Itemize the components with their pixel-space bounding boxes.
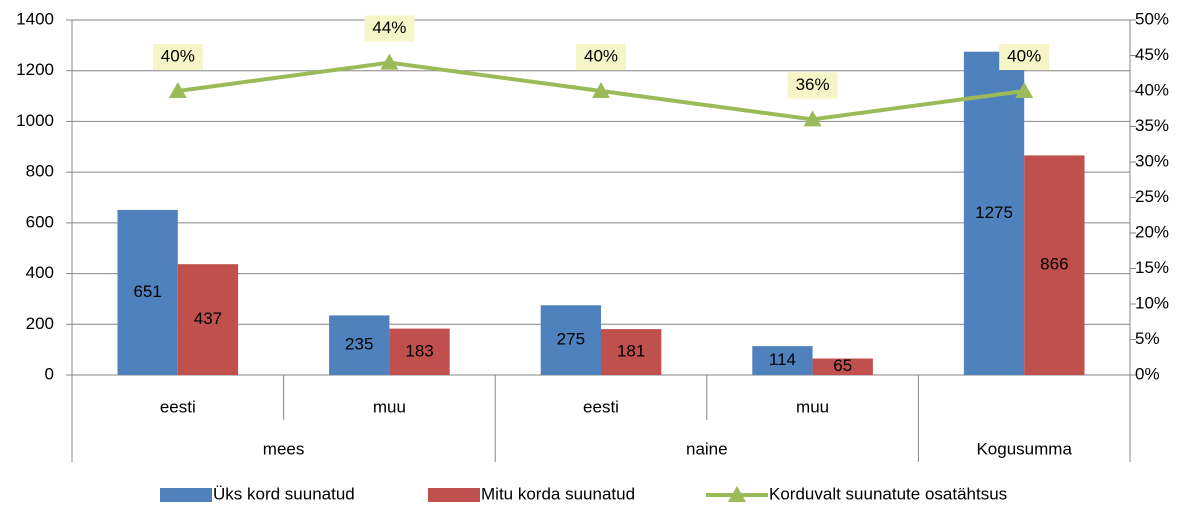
bar (752, 346, 813, 375)
y2-tick-label: 20% (1135, 222, 1169, 241)
bar-label: 114 (769, 350, 796, 369)
y2-tick-label: 50% (1135, 9, 1169, 28)
bar-label: 275 (557, 330, 585, 349)
y-tick-label: 800 (26, 162, 54, 181)
y2-tick-label: 40% (1135, 80, 1169, 99)
bar (117, 209, 178, 375)
legend-label: Mitu korda suunatud (481, 484, 635, 503)
y-tick-label: 200 (26, 314, 54, 333)
legend-swatch (428, 488, 480, 502)
data-label-bg (576, 44, 626, 70)
y2-tick-label: 0% (1135, 364, 1160, 383)
bar-label: 651 (133, 282, 161, 301)
bar (389, 328, 450, 375)
bar (540, 305, 601, 375)
bar-label: 183 (405, 341, 433, 360)
legend-swatch (160, 488, 212, 502)
bar (812, 358, 873, 375)
line-label: 36% (796, 75, 830, 94)
bar-label: 235 (345, 335, 373, 354)
y2-tick-label: 45% (1135, 45, 1169, 64)
bar (1024, 155, 1085, 375)
y-tick-label: 1000 (16, 111, 54, 130)
y2-tick-label: 15% (1135, 258, 1169, 277)
y-tick-label: 0 (45, 364, 54, 383)
x-tick-label: muu (796, 397, 829, 416)
y2-tick-label: 5% (1135, 329, 1160, 348)
bar (177, 264, 239, 375)
x-tick-label: muu (373, 397, 406, 416)
data-label-bg (364, 15, 415, 42)
bar-label: 866 (1040, 255, 1068, 274)
line-marker (1015, 82, 1034, 98)
bar (329, 315, 390, 375)
y2-tick-label: 30% (1135, 151, 1169, 170)
y2-tick-label: 25% (1135, 187, 1169, 206)
y-tick-label: 1400 (16, 9, 54, 28)
bar-label: 1275 (975, 203, 1013, 222)
y-tick-label: 400 (26, 263, 54, 282)
bar-label: 437 (194, 309, 222, 328)
line-label: 40% (161, 46, 195, 65)
group-label: naine (686, 439, 728, 458)
legend-label: Korduvalt suunatute osatähtsus (769, 484, 1007, 503)
line-marker (168, 82, 187, 98)
y-tick-label: 600 (26, 212, 54, 231)
bar-label: 65 (833, 356, 852, 375)
line-label: 44% (372, 18, 406, 37)
line-label: 40% (584, 46, 618, 65)
y-tick-label: 1200 (16, 60, 54, 79)
bar (963, 51, 1025, 375)
y2-tick-label: 35% (1135, 116, 1169, 135)
line-label: 40% (1007, 46, 1041, 65)
line-marker (380, 53, 399, 70)
legend-marker (728, 486, 746, 502)
data-label-bg (152, 44, 203, 70)
line-marker (592, 82, 610, 98)
bar (601, 329, 662, 375)
bar-label: 181 (617, 342, 645, 361)
x-tick-label: eesti (583, 397, 619, 416)
group-label: Kogusumma (976, 439, 1072, 458)
x-tick-label: eesti (160, 397, 196, 416)
data-label-bg (787, 72, 838, 99)
legend-label: Üks kord suunatud (213, 484, 355, 503)
group-label: mees (263, 439, 305, 458)
line-marker (803, 110, 822, 127)
data-label-bg (999, 44, 1050, 70)
y2-tick-label: 10% (1135, 293, 1169, 312)
